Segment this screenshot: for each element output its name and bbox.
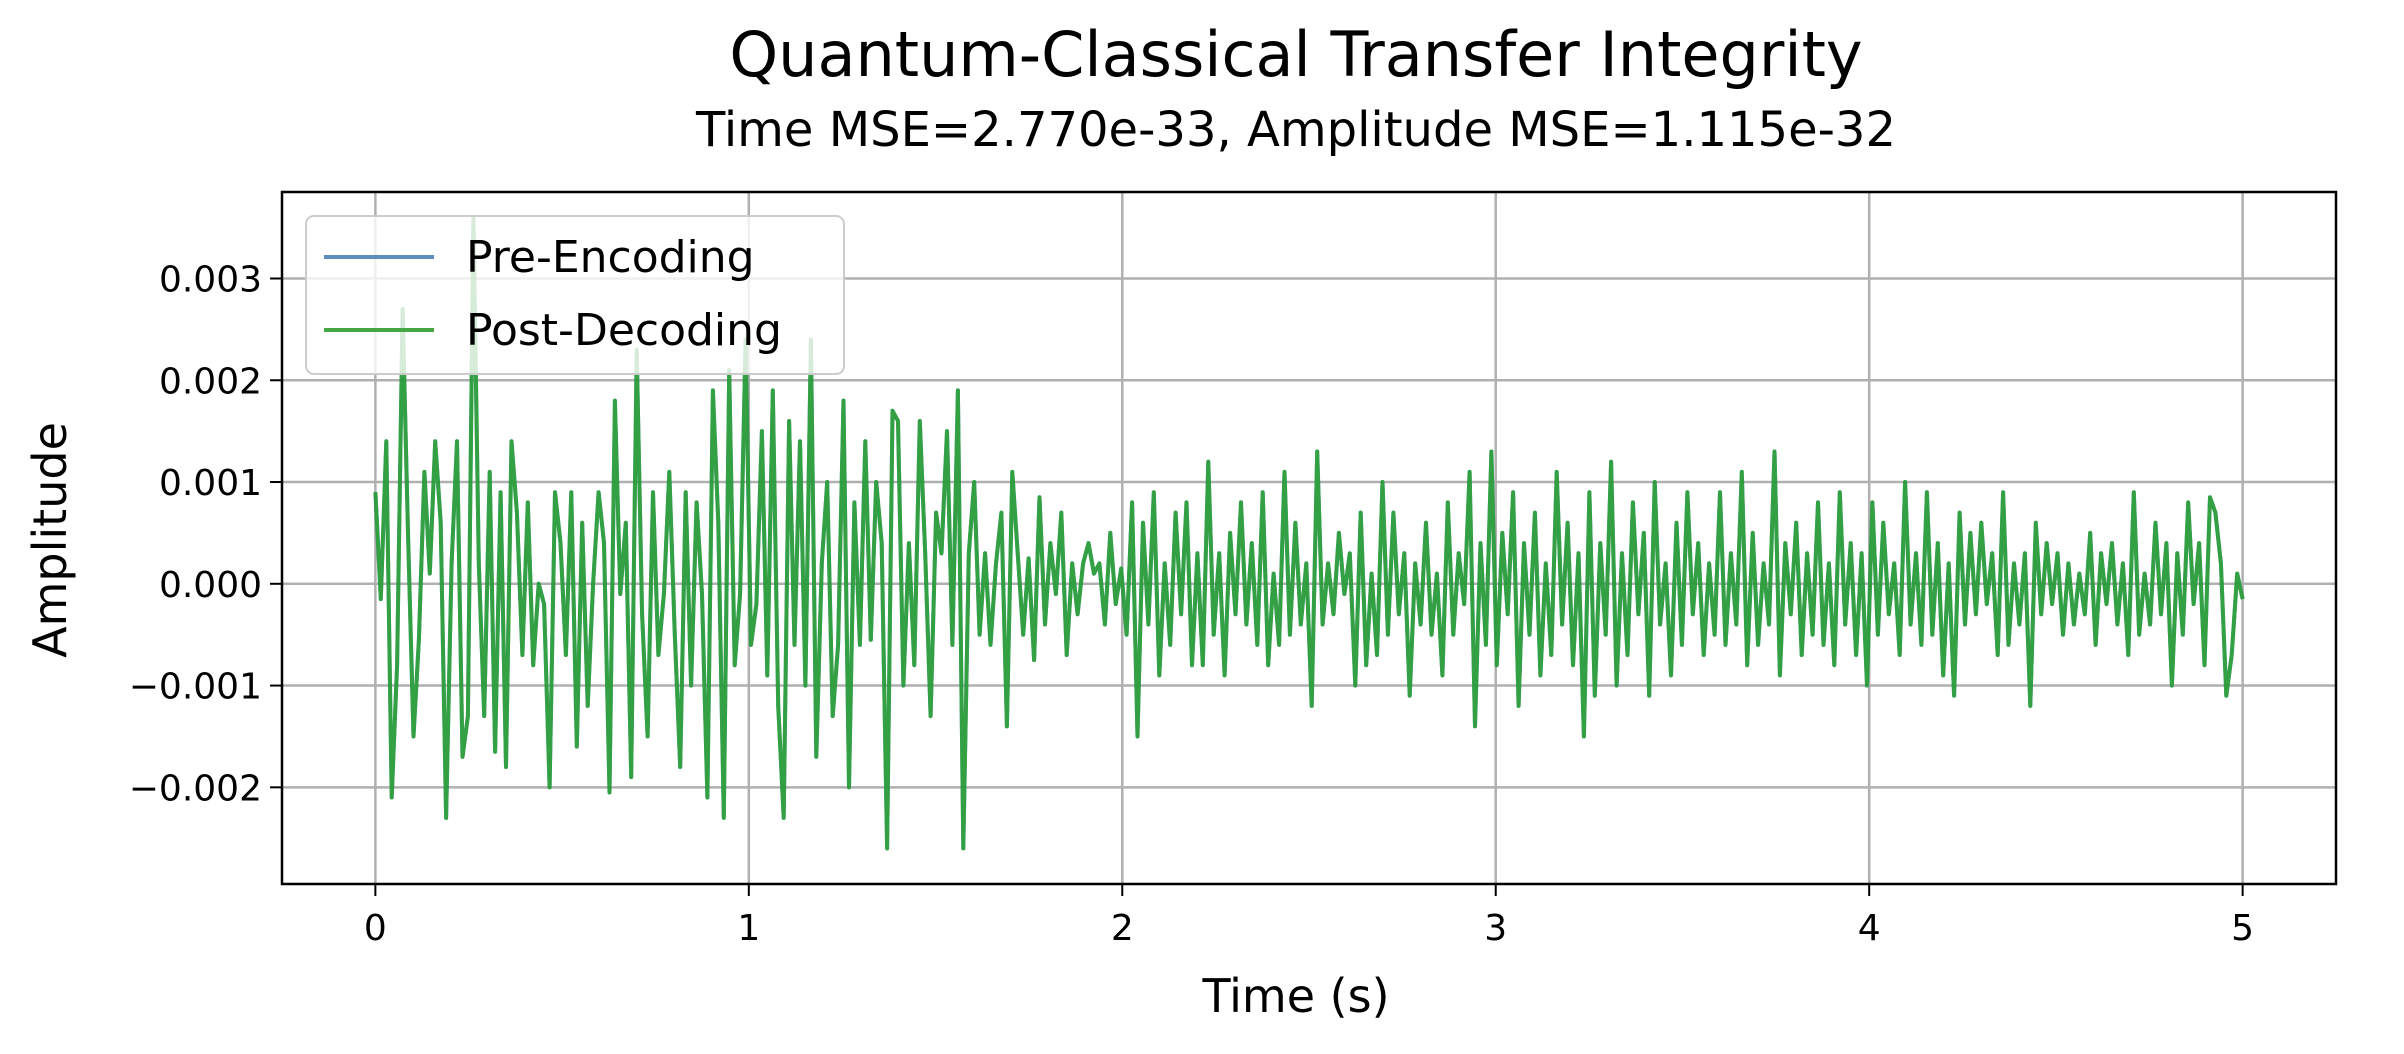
series-line-post-decoding [373, 215, 2245, 851]
y-tick-label-minus-0-002: −0.002 [129, 768, 262, 809]
chart-title: Quantum-Classical Transfer Integrity [729, 18, 1862, 91]
x-tick-label-5: 5 [2231, 908, 2254, 949]
y-tick-label-0-002: 0.002 [159, 361, 262, 402]
axes: 0 1 2 3 4 5 −0.002 −0.001 0.000 0.001 0.002 0.003 [129, 190, 2338, 949]
legend-label-pre-encoding: Pre-Encoding [466, 232, 755, 283]
x-tick-label-3: 3 [1484, 908, 1507, 949]
y-tick-label-minus-0-001: −0.001 [129, 667, 262, 708]
x-tick-label-1: 1 [737, 908, 760, 949]
chart-subtitle: Time MSE=2.770e-33, Amplitude MSE=1.115e… [695, 102, 1896, 158]
x-axis-label: Time (s) [1201, 969, 1389, 1023]
y-tick-label-0-003: 0.003 [159, 260, 262, 301]
legend: Pre-Encoding Post-Decoding [305, 215, 845, 375]
plot-lines [373, 215, 2245, 851]
x-tick-label-0: 0 [364, 908, 387, 949]
x-tick-label-2: 2 [1111, 908, 1134, 949]
y-tick-label-0-000: 0.000 [159, 565, 262, 606]
plot-frame [280, 190, 2338, 886]
y-axis-label: Amplitude [23, 422, 77, 658]
legend-label-post-decoding: Post-Decoding [466, 305, 782, 356]
x-tick-label-4: 4 [1858, 908, 1881, 949]
legend-frame [305, 215, 845, 375]
y-tick-label-0-001: 0.001 [159, 463, 262, 504]
